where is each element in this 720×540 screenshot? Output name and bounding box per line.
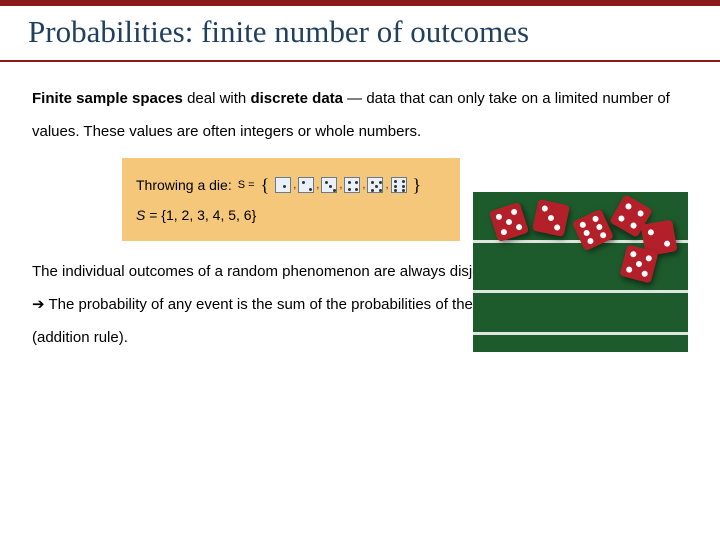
die-face-3-icon <box>321 177 337 193</box>
seq-prefix: S = <box>238 175 255 196</box>
comma: , <box>362 175 365 196</box>
photo-die-6 <box>619 244 658 283</box>
table-line <box>473 332 688 335</box>
die-face-1-icon <box>275 177 291 193</box>
dice-photo <box>473 192 688 352</box>
comma: , <box>293 175 296 196</box>
throwing-a-die-label: Throwing a die: <box>136 172 232 199</box>
felt-background <box>473 192 688 352</box>
inset-line-2: S = {1, 2, 3, 4, 5, 6} <box>136 202 446 229</box>
inset-line-1: Throwing a die: S = { ,,,,, } <box>136 168 446 202</box>
set-equals: = {1, 2, 3, 4, 5, 6} <box>145 207 256 223</box>
bold-finite-sample-spaces: Finite sample spaces <box>32 90 183 107</box>
example-inset: Throwing a die: S = { ,,,,, } S = {1, 2,… <box>122 158 460 241</box>
die-strip: ,,,,, <box>275 175 406 196</box>
close-brace: } <box>413 168 422 202</box>
photo-die-2 <box>532 199 570 237</box>
die-face-2-icon <box>298 177 314 193</box>
p1-text-b: deal with <box>183 90 251 107</box>
photo-die-1 <box>489 202 529 242</box>
table-line <box>473 290 688 293</box>
die-face-5-icon <box>367 177 383 193</box>
open-brace: { <box>261 168 270 202</box>
page-title: Probabilities: finite number of outcomes <box>0 6 720 62</box>
comma: , <box>385 175 388 196</box>
die-face-6-icon <box>391 177 407 193</box>
comma: , <box>316 175 319 196</box>
die-face-4-icon <box>344 177 360 193</box>
bold-discrete-data: discrete data <box>250 90 343 107</box>
comma: , <box>339 175 342 196</box>
set-label: S <box>136 207 145 223</box>
paragraph-1: Finite sample spaces deal with discrete … <box>32 82 688 148</box>
photo-die-3 <box>572 209 615 252</box>
arrow-icon: ➔ <box>32 296 45 313</box>
